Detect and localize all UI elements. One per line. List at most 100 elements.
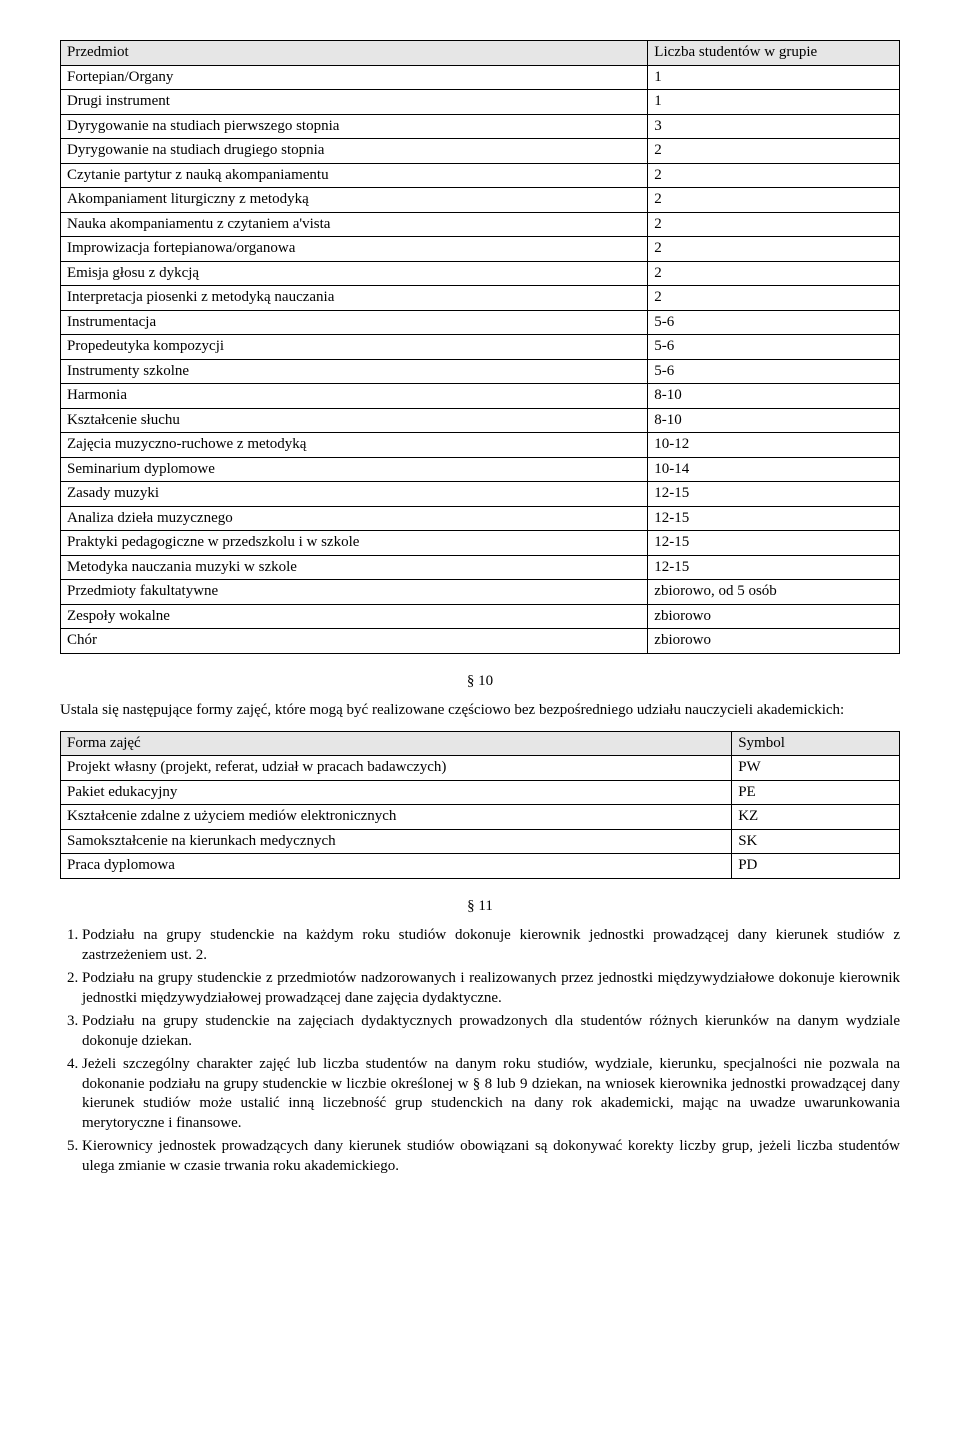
table-row: Analiza dzieła muzycznego12-15	[61, 506, 900, 531]
list-item: Kierownicy jednostek prowadzących dany k…	[82, 1137, 900, 1176]
table-row: Akompaniament liturgiczny z metodyką2	[61, 188, 900, 213]
table-row: Zasady muzyki12-15	[61, 482, 900, 507]
table-row: Seminarium dyplomowe10-14	[61, 457, 900, 482]
cell-count: 2	[648, 163, 900, 188]
cell-count: 12-15	[648, 531, 900, 556]
cell-subject: Akompaniament liturgiczny z metodyką	[61, 188, 648, 213]
table-row: Kształcenie słuchu8-10	[61, 408, 900, 433]
cell-subject: Drugi instrument	[61, 90, 648, 115]
cell-count: 12-15	[648, 482, 900, 507]
cell-count: 5-6	[648, 359, 900, 384]
table-header-row: Forma zajęć Symbol	[61, 731, 900, 756]
header-symbol: Symbol	[732, 731, 900, 756]
cell-count: 1	[648, 90, 900, 115]
cell-subject: Emisja głosu z dykcją	[61, 261, 648, 286]
table-row: Drugi instrument1	[61, 90, 900, 115]
cell-subject: Harmonia	[61, 384, 648, 409]
cell-count: 5-6	[648, 335, 900, 360]
subjects-table: Przedmiot Liczba studentów w grupie Fort…	[60, 40, 900, 654]
cell-count: zbiorowo, od 5 osób	[648, 580, 900, 605]
cell-count: 2	[648, 188, 900, 213]
cell-subject: Analiza dzieła muzycznego	[61, 506, 648, 531]
table-row: Dyrygowanie na studiach drugiego stopnia…	[61, 139, 900, 164]
cell-symbol: PW	[732, 756, 900, 781]
cell-symbol: PE	[732, 780, 900, 805]
cell-form: Projekt własny (projekt, referat, udział…	[61, 756, 732, 781]
cell-subject: Instrumentacja	[61, 310, 648, 335]
cell-subject: Dyrygowanie na studiach pierwszego stopn…	[61, 114, 648, 139]
table-row: Praktyki pedagogiczne w przedszkolu i w …	[61, 531, 900, 556]
cell-count: 8-10	[648, 384, 900, 409]
cell-subject: Chór	[61, 629, 648, 654]
cell-form: Praca dyplomowa	[61, 854, 732, 879]
table-row: Instrumenty szkolne5-6	[61, 359, 900, 384]
table-row: Zajęcia muzyczno-ruchowe z metodyką10-12	[61, 433, 900, 458]
table-row: Nauka akompaniamentu z czytaniem a'vista…	[61, 212, 900, 237]
cell-subject: Improwizacja fortepianowa/organowa	[61, 237, 648, 262]
section-11-label: § 11	[60, 897, 900, 917]
section-10-intro: Ustala się następujące formy zajęć, któr…	[60, 701, 900, 721]
table-row: Kształcenie zdalne z użyciem mediów elek…	[61, 805, 900, 830]
header-form: Forma zajęć	[61, 731, 732, 756]
cell-count: 3	[648, 114, 900, 139]
cell-subject: Nauka akompaniamentu z czytaniem a'vista	[61, 212, 648, 237]
cell-count: 12-15	[648, 506, 900, 531]
cell-subject: Fortepian/Organy	[61, 65, 648, 90]
table-row: Samokształcenie na kierunkach medycznych…	[61, 829, 900, 854]
cell-count: zbiorowo	[648, 604, 900, 629]
cell-subject: Instrumenty szkolne	[61, 359, 648, 384]
cell-count: 12-15	[648, 555, 900, 580]
cell-count: 5-6	[648, 310, 900, 335]
cell-count: zbiorowo	[648, 629, 900, 654]
table-row: Czytanie partytur z nauką akompaniamentu…	[61, 163, 900, 188]
cell-count: 2	[648, 261, 900, 286]
table-row: Harmonia8-10	[61, 384, 900, 409]
section-10-label: § 10	[60, 672, 900, 692]
cell-form: Pakiet edukacyjny	[61, 780, 732, 805]
list-item: Podziału na grupy studenckie na zajęciac…	[82, 1012, 900, 1051]
list-item: Podziału na grupy studenckie z przedmiot…	[82, 969, 900, 1008]
table-row: Zespoły wokalnezbiorowo	[61, 604, 900, 629]
table-row: Metodyka nauczania muzyki w szkole12-15	[61, 555, 900, 580]
cell-subject: Propedeutyka kompozycji	[61, 335, 648, 360]
table-row: Praca dyplomowaPD	[61, 854, 900, 879]
table-row: Fortepian/Organy1	[61, 65, 900, 90]
table-row: Przedmioty fakultatywnezbiorowo, od 5 os…	[61, 580, 900, 605]
table-header-row: Przedmiot Liczba studentów w grupie	[61, 41, 900, 66]
table-row: Improwizacja fortepianowa/organowa2	[61, 237, 900, 262]
cell-subject: Dyrygowanie na studiach drugiego stopnia	[61, 139, 648, 164]
cell-subject: Przedmioty fakultatywne	[61, 580, 648, 605]
table-row: Emisja głosu z dykcją2	[61, 261, 900, 286]
cell-form: Kształcenie zdalne z użyciem mediów elek…	[61, 805, 732, 830]
table-row: Pakiet edukacyjnyPE	[61, 780, 900, 805]
list-item: Jeżeli szczególny charakter zajęć lub li…	[82, 1055, 900, 1133]
cell-form: Samokształcenie na kierunkach medycznych	[61, 829, 732, 854]
cell-subject: Zajęcia muzyczno-ruchowe z metodyką	[61, 433, 648, 458]
section-11-list: Podziału na grupy studenckie na każdym r…	[60, 926, 900, 1176]
cell-subject: Czytanie partytur z nauką akompaniamentu	[61, 163, 648, 188]
cell-count: 2	[648, 139, 900, 164]
cell-subject: Praktyki pedagogiczne w przedszkolu i w …	[61, 531, 648, 556]
table-row: Instrumentacja5-6	[61, 310, 900, 335]
cell-subject: Kształcenie słuchu	[61, 408, 648, 433]
header-subject: Przedmiot	[61, 41, 648, 66]
cell-count: 1	[648, 65, 900, 90]
list-item: Podziału na grupy studenckie na każdym r…	[82, 926, 900, 965]
forms-table: Forma zajęć Symbol Projekt własny (proje…	[60, 731, 900, 879]
cell-subject: Zespoły wokalne	[61, 604, 648, 629]
table-row: Interpretacja piosenki z metodyką naucza…	[61, 286, 900, 311]
cell-count: 10-14	[648, 457, 900, 482]
table-row: Dyrygowanie na studiach pierwszego stopn…	[61, 114, 900, 139]
header-count: Liczba studentów w grupie	[648, 41, 900, 66]
cell-count: 10-12	[648, 433, 900, 458]
cell-subject: Zasady muzyki	[61, 482, 648, 507]
cell-symbol: SK	[732, 829, 900, 854]
cell-subject: Seminarium dyplomowe	[61, 457, 648, 482]
cell-count: 2	[648, 237, 900, 262]
cell-symbol: KZ	[732, 805, 900, 830]
cell-count: 2	[648, 286, 900, 311]
cell-count: 2	[648, 212, 900, 237]
table-row: Propedeutyka kompozycji5-6	[61, 335, 900, 360]
cell-subject: Interpretacja piosenki z metodyką naucza…	[61, 286, 648, 311]
cell-symbol: PD	[732, 854, 900, 879]
